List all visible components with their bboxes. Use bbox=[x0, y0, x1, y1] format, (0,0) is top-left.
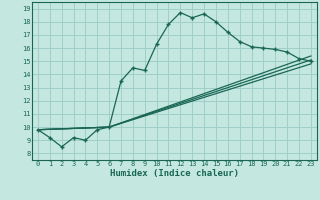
X-axis label: Humidex (Indice chaleur): Humidex (Indice chaleur) bbox=[110, 169, 239, 178]
